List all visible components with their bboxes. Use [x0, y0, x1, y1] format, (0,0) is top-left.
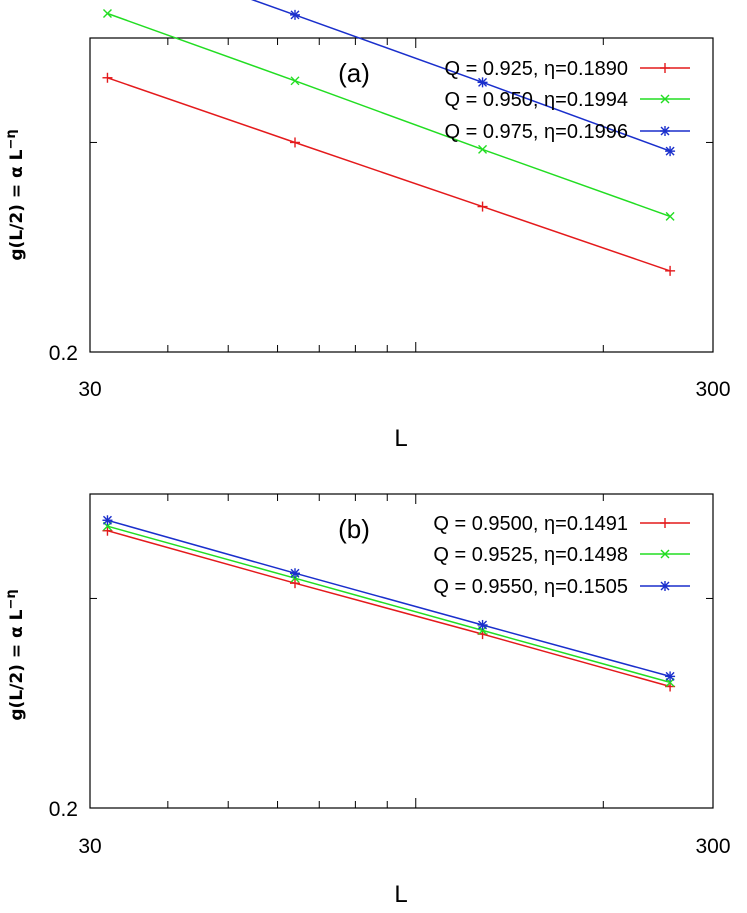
series-line-b-3	[107, 519, 671, 678]
x-tick-label-300-b: 300	[695, 835, 730, 858]
y-axis-label-main-b: g(L/2) = α L	[7, 609, 27, 720]
series-line-a-1	[107, 77, 671, 272]
data-point-a-2-4	[665, 211, 675, 221]
series-line-a-2	[107, 12, 671, 218]
legend-marker-a-1	[660, 63, 670, 73]
x-tick-label-300-a: 300	[695, 378, 730, 401]
legend-label-b-1: Q = 0.9500, η=0.1491	[433, 513, 628, 535]
data-point-a-1-3	[477, 201, 488, 212]
panel-b: 30 300 0.2 L g(L/2) = α L−η (b) Q = 0.95…	[4, 493, 731, 908]
legend-marker-a-3	[660, 126, 670, 136]
y-axis-label-sup-b: −η	[4, 589, 19, 609]
data-point-a-3-2	[290, 9, 301, 20]
axis-ticks-a	[89, 38, 714, 353]
data-point-b-3-3	[477, 619, 488, 630]
y-axis-label-main-a: g(L/2) = α L	[7, 149, 27, 260]
panel-label-a: (a)	[338, 58, 370, 88]
legend-marker-b-3	[660, 581, 670, 591]
legend-a: Q = 0.925, η=0.1890 Q = 0.950, η=0.1994 …	[445, 58, 690, 143]
data-point-a-1-4	[665, 265, 676, 276]
legend-marker-a-2	[660, 94, 670, 104]
y-axis-label-b: g(L/2) = α L−η	[4, 589, 27, 720]
x-axis-label-a: L	[394, 425, 407, 452]
y-tick-label-0.2-a: 0.2	[49, 342, 78, 365]
series-line-b-1	[107, 529, 671, 688]
data-point-a-3-3	[477, 77, 488, 88]
data-point-a-1-2	[290, 137, 301, 148]
data-point-a-2-1	[102, 9, 112, 19]
data-point-b-1-1	[102, 525, 113, 536]
data-point-b-3-4	[665, 671, 676, 682]
data-point-b-3-2	[290, 568, 301, 579]
data-point-a-2-2	[290, 76, 300, 86]
legend-label-b-2: Q = 0.9525, η=0.1498	[433, 544, 628, 566]
legend-marker-b-2	[660, 549, 670, 559]
panel-label-b: (b)	[338, 514, 370, 544]
series-line-a-3	[250, 0, 671, 152]
x-axis-label-b: L	[394, 881, 407, 908]
axis-ticks-b	[89, 494, 714, 809]
data-point-b-1-2	[290, 578, 301, 589]
data-point-b-3-1	[102, 515, 113, 526]
legend-b: Q = 0.9500, η=0.1491 Q = 0.9525, η=0.149…	[433, 513, 690, 598]
series-line-b-2	[107, 525, 671, 684]
x-tick-label-30-b: 30	[78, 835, 101, 858]
legend-marker-b-1	[660, 518, 670, 528]
data-point-a-1-1	[102, 72, 113, 83]
x-tick-label-30-a: 30	[78, 378, 101, 401]
legend-label-a-3: Q = 0.975, η=0.1996	[445, 121, 629, 143]
legend-label-b-3: Q = 0.9550, η=0.1505	[433, 576, 628, 598]
series-group-b	[102, 515, 676, 692]
plot-frame-b	[89, 493, 714, 809]
legend-label-a-1: Q = 0.925, η=0.1890	[445, 58, 629, 80]
y-axis-label-a: g(L/2) = α L−η	[4, 129, 27, 260]
series-group-a	[102, 0, 676, 276]
data-point-a-2-3	[478, 144, 488, 154]
panel-a: 30 300 0.2 L g(L/2) = α L−η (a) Q = 0.92…	[4, 0, 731, 452]
plot-frame-a	[89, 37, 714, 353]
data-point-a-3-4	[665, 146, 676, 157]
legend-label-a-2: Q = 0.950, η=0.1994	[445, 89, 629, 111]
y-axis-label-sup-a: −η	[4, 129, 19, 149]
y-tick-label-0.2-b: 0.2	[49, 798, 78, 821]
